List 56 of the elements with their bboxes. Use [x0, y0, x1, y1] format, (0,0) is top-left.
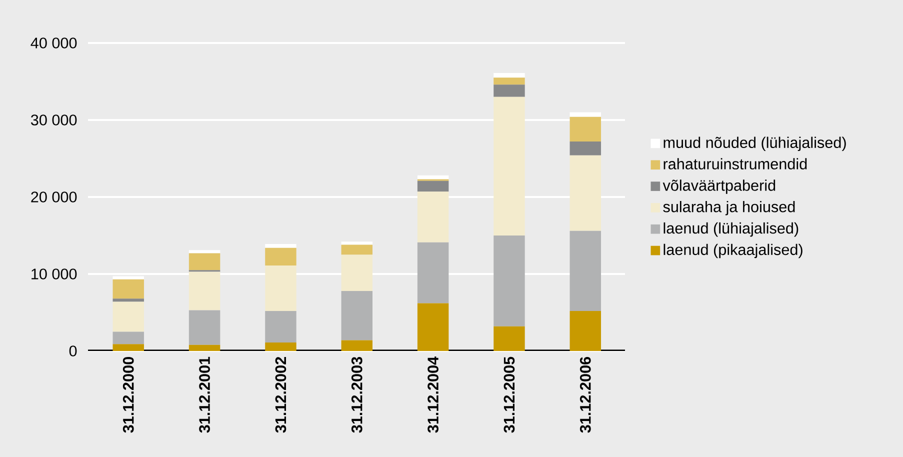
x-tick-label: 31.12.2000	[122, 357, 134, 433]
bar	[112, 276, 144, 280]
legend-label: rahaturuinstrumendid	[664, 158, 807, 170]
bar	[570, 116, 602, 142]
x-tick-label: 31.12.2002	[275, 357, 286, 433]
bar	[265, 310, 296, 343]
x-tick-label: 31.12.2001	[199, 356, 210, 433]
bar	[112, 344, 144, 351]
bar	[265, 244, 296, 248]
bar	[341, 290, 372, 340]
legend-label: sularaha ja hoiused	[663, 201, 795, 216]
bar	[417, 242, 449, 304]
legend-label: võlaväärtpaberid	[662, 180, 776, 194]
bar	[417, 303, 449, 351]
bar	[570, 310, 602, 351]
legend-label: laenud (lühiajalised)	[664, 222, 798, 237]
bar	[417, 180, 449, 192]
bar	[341, 254, 372, 291]
bar	[112, 332, 144, 344]
bar	[417, 192, 449, 242]
bar	[494, 326, 525, 351]
bar	[265, 266, 296, 311]
bar	[570, 230, 602, 311]
y-tick-label: 30 000	[30, 114, 77, 126]
y-tick-label: 40 000	[30, 38, 77, 48]
bar	[341, 244, 372, 255]
bar	[188, 253, 220, 270]
y-tick-label: 0	[69, 346, 77, 356]
y-tick-label: 20 000	[31, 192, 77, 202]
bar	[265, 342, 296, 351]
bar	[494, 236, 525, 326]
legend-label: laenud (pikaajalised)	[664, 244, 802, 258]
x-tick-label: 31.12.2003	[351, 356, 362, 433]
bar	[188, 272, 220, 310]
bar	[417, 175, 449, 180]
bar	[494, 73, 525, 78]
x-tick-label: 31.12.2005	[504, 356, 515, 433]
legend-label: muud nõuded (lühiajalised)	[664, 136, 846, 152]
bar	[188, 310, 220, 345]
bar	[570, 142, 602, 156]
bar	[188, 250, 220, 254]
bar	[341, 242, 372, 245]
bar	[570, 112, 602, 117]
bar	[112, 298, 144, 302]
x-tick-label: 31.12.2004	[428, 356, 438, 433]
bar	[570, 155, 602, 231]
y-tick-label: 10 000	[32, 268, 77, 280]
bar	[341, 340, 372, 351]
bar	[112, 302, 144, 332]
bar	[494, 84, 525, 97]
bar	[188, 344, 220, 351]
x-tick-label: 31.12.2006	[580, 356, 591, 433]
bar	[112, 279, 144, 299]
bar	[265, 248, 296, 266]
bar	[494, 78, 525, 85]
bar	[494, 96, 525, 236]
